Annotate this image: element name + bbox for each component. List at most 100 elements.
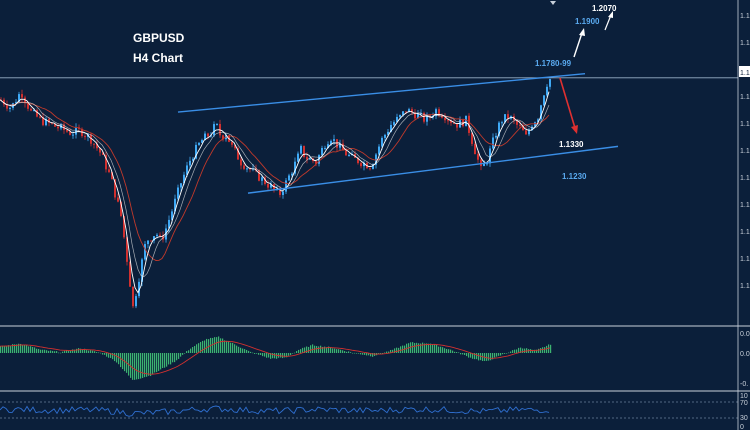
macd-bar — [134, 353, 136, 380]
candle-body — [546, 86, 548, 96]
macd-bar — [70, 350, 72, 353]
macd-bar — [66, 350, 68, 353]
candle-body — [408, 109, 410, 113]
macd-bar — [282, 353, 284, 359]
macd-bar — [522, 348, 524, 353]
macd-bar — [252, 352, 254, 354]
annotation-1230-label: 1.1230 — [562, 172, 587, 181]
price-axis: 1.1 1.1 1.1 1.1 1.1 1.1 1.1 1.1 1.1 1.1 — [740, 13, 750, 290]
macd-bar — [340, 349, 342, 353]
candle-body — [381, 137, 383, 147]
macd-bar — [214, 337, 216, 353]
macd-bar — [478, 353, 480, 361]
candle-body — [237, 148, 239, 160]
macd-bar — [364, 353, 366, 355]
macd-bar — [492, 353, 494, 360]
candle-body — [426, 115, 428, 122]
candle-body — [327, 144, 329, 148]
macd-bar — [432, 344, 434, 353]
candle-body — [27, 103, 29, 109]
macd-bar — [310, 345, 312, 353]
candle-body — [207, 133, 209, 137]
macd-bar — [488, 353, 490, 361]
macd-bar — [112, 353, 114, 360]
macd-bar — [30, 346, 32, 353]
macd-bar — [346, 351, 348, 353]
macd-bar — [162, 353, 164, 369]
macd-bar — [428, 343, 430, 353]
candle-body — [147, 240, 149, 245]
candle-body — [489, 148, 491, 164]
macd-bar — [10, 345, 12, 353]
macd-bar — [20, 343, 22, 353]
candle-body — [423, 112, 425, 122]
macd-bar — [442, 347, 444, 353]
candle-body — [216, 123, 218, 125]
macd-bar — [230, 342, 232, 353]
macd-bar — [264, 353, 266, 357]
candle-body — [246, 168, 248, 170]
macd-bar — [172, 353, 174, 363]
arrow-down-1330-icon — [559, 77, 578, 134]
macd-bar — [106, 353, 108, 357]
candle-body — [480, 159, 482, 167]
macd-bar — [0, 346, 2, 353]
candle-body — [282, 191, 284, 195]
macd-bar — [494, 353, 496, 358]
candle-body — [243, 165, 245, 169]
macd-bar — [54, 351, 56, 353]
candle-body — [468, 115, 470, 133]
macd-bar — [254, 353, 256, 354]
macd-bar — [452, 350, 454, 353]
candle-body — [18, 94, 20, 103]
macd-bar — [386, 351, 388, 353]
macd-bar — [144, 353, 146, 378]
macd-bar — [468, 353, 470, 358]
candle-body — [300, 145, 302, 154]
macd-bar — [382, 353, 384, 354]
candle-body — [531, 126, 533, 130]
macd-axis-label-bottom: -0. — [740, 381, 748, 388]
macd-bar — [380, 353, 382, 354]
annotation-resistance-label: 1.1780-99 — [535, 59, 572, 68]
macd-bar — [38, 348, 40, 353]
macd-bar — [192, 347, 194, 353]
macd-bar — [110, 353, 112, 358]
macd-bar — [290, 353, 292, 356]
macd-bar — [422, 342, 424, 353]
macd-bar — [412, 342, 414, 353]
macd-bar — [60, 352, 62, 354]
candle-body — [132, 286, 134, 307]
macd-bar — [98, 352, 100, 354]
macd-bar — [276, 353, 278, 359]
candle-body — [117, 197, 119, 202]
macd-bar — [140, 353, 142, 379]
rsi-axis-label-30: 30 — [740, 415, 748, 422]
candle-body — [213, 124, 215, 136]
macd-histogram — [0, 336, 552, 380]
chart-symbol-title: GBPUSD — [133, 31, 185, 45]
macd-bar — [344, 351, 346, 353]
macd-bar — [536, 349, 538, 353]
macd-bar — [518, 347, 520, 353]
macd-bar — [288, 353, 290, 356]
candle-body — [399, 114, 401, 117]
macd-axis-label-mid: 0.0 — [740, 351, 750, 358]
candle-body — [120, 201, 122, 217]
candle-body — [222, 135, 224, 140]
price-axis-tick: 1.1 — [740, 202, 750, 209]
macd-bar — [28, 346, 30, 353]
candle-body — [258, 170, 260, 181]
macd-bar — [418, 343, 420, 353]
macd-bar — [34, 347, 36, 353]
macd-bar — [434, 344, 436, 353]
arrow-up-2070-icon — [604, 11, 613, 31]
macd-bar — [550, 344, 552, 353]
candle-body — [477, 154, 479, 160]
macd-bar — [508, 352, 510, 354]
macd-bar — [318, 346, 320, 353]
macd-bar — [280, 353, 282, 358]
macd-bar — [320, 345, 322, 353]
macd-bar — [456, 352, 458, 353]
candle-body — [471, 132, 473, 144]
